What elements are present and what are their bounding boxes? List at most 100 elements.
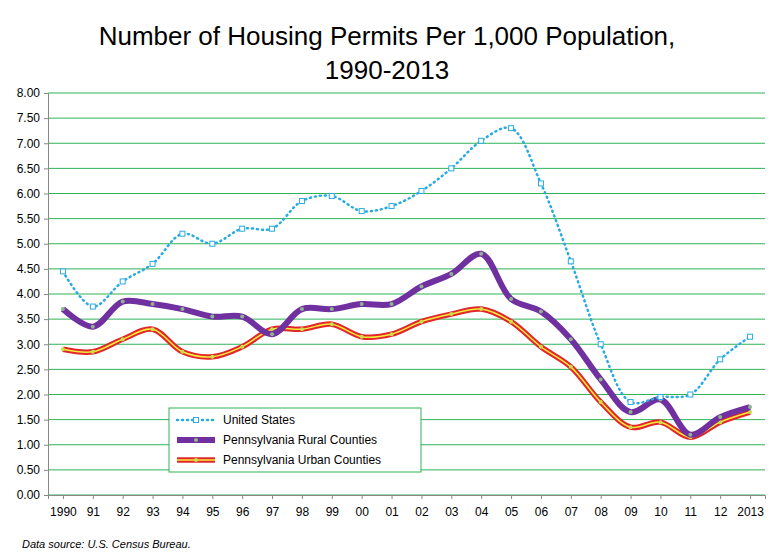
grid-line xyxy=(48,218,765,219)
legend-entry: Pennsylvania Urban Counties xyxy=(177,453,381,467)
x-tick-mark xyxy=(302,495,303,499)
title: 1990-2013 xyxy=(325,55,449,85)
grid-line xyxy=(48,243,765,244)
data-point xyxy=(479,252,483,256)
legend-label: Pennsylvania Rural Counties xyxy=(223,433,377,447)
y-tick-label: 5.50 xyxy=(17,212,41,226)
x-tick: 91 xyxy=(87,495,101,519)
legend-entry: United States xyxy=(177,413,295,427)
x-tick-label: 01 xyxy=(385,505,399,519)
data-point xyxy=(151,327,155,331)
y-tick-mark xyxy=(44,495,48,496)
data-point xyxy=(300,307,304,311)
data-point xyxy=(628,400,633,405)
x-tick-label: 96 xyxy=(236,505,250,519)
x-tick-mark xyxy=(511,495,512,499)
data-point xyxy=(449,272,453,276)
data-point xyxy=(91,325,95,329)
x-tick-mark xyxy=(571,495,572,499)
y-tick: 0.00 xyxy=(17,488,48,502)
y-tick: 2.50 xyxy=(17,363,48,377)
y-tick: 6.00 xyxy=(17,187,48,201)
data-point xyxy=(569,365,573,369)
x-tick-mark xyxy=(750,495,751,499)
y-tick: 2.00 xyxy=(17,388,48,402)
x-tick-label: 98 xyxy=(296,505,310,519)
x-tick: 95 xyxy=(206,495,220,519)
x-tick: 00 xyxy=(356,495,370,519)
x-tick-mark xyxy=(153,495,154,499)
y-tick: 6.50 xyxy=(17,162,48,176)
y-tick-mark xyxy=(44,143,48,144)
grid-line xyxy=(48,319,765,320)
data-point xyxy=(748,334,753,339)
data-point xyxy=(150,261,155,266)
y-tick: 8.00 xyxy=(17,86,48,100)
x-tick-label: 07 xyxy=(565,505,579,519)
y-tick-mark xyxy=(44,244,48,245)
data-point xyxy=(629,425,633,429)
x-tick-mark xyxy=(660,495,661,499)
x-tick-mark xyxy=(720,495,721,499)
grid-line xyxy=(48,143,765,144)
y-tick: 0.50 xyxy=(17,463,48,477)
grid-line xyxy=(48,369,765,370)
data-point xyxy=(509,297,513,301)
x-tick-mark xyxy=(93,495,94,499)
y-tick-label: 6.50 xyxy=(17,162,41,176)
x-tick-mark xyxy=(690,495,691,499)
grid-line xyxy=(48,193,765,194)
y-tick-label: 6.00 xyxy=(17,187,41,201)
data-point xyxy=(390,332,394,336)
grid-line xyxy=(48,168,765,169)
data-point xyxy=(419,188,424,193)
data-point xyxy=(509,126,514,131)
x-tick-label: 1990 xyxy=(50,505,77,519)
data-point xyxy=(390,302,394,306)
data-point xyxy=(91,350,95,354)
legend-entry: Pennsylvania Rural Counties xyxy=(177,433,377,447)
data-point xyxy=(151,302,155,306)
data-point xyxy=(509,320,513,324)
y-tick-label: 5.00 xyxy=(17,237,41,251)
y-tick-mark xyxy=(44,269,48,270)
x-tick: 04 xyxy=(475,495,489,519)
chart: Number of Housing Permits Per 1,000 Popu… xyxy=(0,0,774,559)
x-tick-mark xyxy=(123,495,124,499)
x-tick: 11 xyxy=(685,495,698,519)
data-point xyxy=(449,312,453,316)
x-tick-mark xyxy=(332,495,333,499)
data-point xyxy=(599,400,603,404)
grid xyxy=(48,93,765,495)
y-tick-label: 7.50 xyxy=(17,111,41,125)
y-tick-label: 0.50 xyxy=(17,463,41,477)
x-tick: 02 xyxy=(415,495,429,519)
y-tick: 1.00 xyxy=(17,438,48,452)
y-tick-label: 1.00 xyxy=(17,438,41,452)
x-tick: 96 xyxy=(236,495,250,519)
data-point xyxy=(360,335,364,339)
y-tick-mark xyxy=(44,395,48,396)
data-point xyxy=(180,307,184,311)
data-point xyxy=(718,357,723,362)
y-tick-mark xyxy=(44,470,48,471)
x-tick-mark xyxy=(392,495,393,499)
x-tick: 05 xyxy=(505,495,519,519)
data-point xyxy=(539,310,543,314)
grid-line xyxy=(48,344,765,345)
legend-label: Pennsylvania Urban Counties xyxy=(223,453,381,467)
y-tick-label: 3.50 xyxy=(17,312,41,326)
x-tick-mark xyxy=(362,495,363,499)
data-point xyxy=(479,138,484,143)
data-point xyxy=(538,181,543,186)
data-point xyxy=(210,355,214,359)
x-axis: 1990919293949596979899000102030405060708… xyxy=(49,495,766,519)
legend-marker xyxy=(194,438,198,442)
y-tick: 4.50 xyxy=(17,262,48,276)
x-tick-label: 06 xyxy=(535,505,549,519)
data-point xyxy=(658,420,662,424)
y-tick-label: 2.50 xyxy=(17,363,41,377)
y-tick-mark xyxy=(44,219,48,220)
y-tick-label: 7.00 xyxy=(17,137,41,151)
y-tick-label: 1.50 xyxy=(17,413,41,427)
